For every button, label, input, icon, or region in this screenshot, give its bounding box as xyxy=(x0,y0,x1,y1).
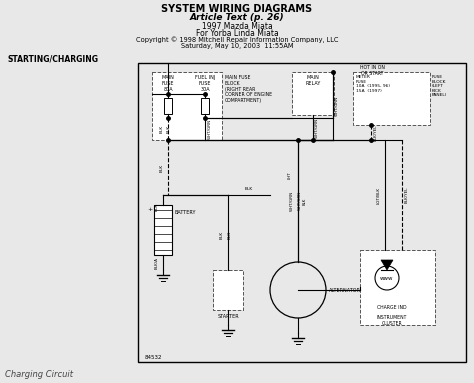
Text: WHT/GRN
BLK: WHT/GRN BLK xyxy=(298,192,306,211)
Bar xyxy=(154,205,172,255)
Text: STARTING/CHARGING: STARTING/CHARGING xyxy=(8,55,99,64)
Text: Copyright © 1998 Mitchell Repair Information Company, LLC: Copyright © 1998 Mitchell Repair Informa… xyxy=(136,36,338,43)
Text: Saturday, May 10, 2003  11:55AM: Saturday, May 10, 2003 11:55AM xyxy=(181,43,293,49)
Text: LHT: LHT xyxy=(288,171,292,179)
Text: WHT/GRN: WHT/GRN xyxy=(335,96,339,116)
Text: INSTRUMENT
CLUSTER: INSTRUMENT CLUSTER xyxy=(377,315,407,326)
Bar xyxy=(360,250,435,325)
Text: For Yorba Linda Miata: For Yorba Linda Miata xyxy=(196,29,278,38)
Bar xyxy=(353,72,430,125)
Text: Charging Circuit: Charging Circuit xyxy=(5,370,73,379)
Text: MAIN
RELAY: MAIN RELAY xyxy=(305,75,321,86)
Bar xyxy=(213,270,243,310)
Text: METER
FUSE
10A  (1995, 96)
15A  (1997): METER FUSE 10A (1995, 96) 15A (1997) xyxy=(356,75,390,93)
Polygon shape xyxy=(381,260,393,270)
Text: LGT/BLK: LGT/BLK xyxy=(377,187,381,203)
Bar xyxy=(138,63,466,362)
Text: 1997 Mazda Miata: 1997 Mazda Miata xyxy=(201,22,273,31)
Text: HOT IN ON
OR START: HOT IN ON OR START xyxy=(360,65,384,76)
Text: FUEL INJ
FUSE
30A: FUEL INJ FUSE 30A xyxy=(195,75,215,92)
Text: BLK: BLK xyxy=(160,125,164,133)
Text: SYSTEM WIRING DIAGRAMS: SYSTEM WIRING DIAGRAMS xyxy=(162,4,312,14)
Bar xyxy=(201,98,209,115)
Text: WHT/GRN: WHT/GRN xyxy=(290,191,294,211)
Text: BATTERY: BATTERY xyxy=(175,210,197,215)
Text: MAIN
FUSE
80A: MAIN FUSE 80A xyxy=(162,75,174,92)
Text: WHT/GRN: WHT/GRN xyxy=(315,118,319,138)
Text: +: + xyxy=(147,207,153,212)
Bar xyxy=(164,98,172,115)
Text: CHARGE IND: CHARGE IND xyxy=(377,305,407,310)
Text: BLK: BLK xyxy=(245,187,253,191)
Text: WHT/GRN: WHT/GRN xyxy=(208,119,212,139)
Text: BLK/YEL: BLK/YEL xyxy=(405,187,409,203)
Text: BLK: BLK xyxy=(155,203,159,211)
Text: BLK/A: BLK/A xyxy=(155,257,159,269)
Text: MAIN FUSE
BLOCK
(RIGHT REAR
CORNER OF ENGINE
COMPARTMENT): MAIN FUSE BLOCK (RIGHT REAR CORNER OF EN… xyxy=(225,75,272,103)
Text: BLK/YEL: BLK/YEL xyxy=(374,124,378,141)
Text: ALTERNATOR: ALTERNATOR xyxy=(329,288,361,293)
Text: BLK: BLK xyxy=(167,125,171,133)
Text: STARTER: STARTER xyxy=(217,314,239,319)
Text: Article Text (p. 26): Article Text (p. 26) xyxy=(190,13,284,22)
Bar xyxy=(152,72,222,140)
Text: www: www xyxy=(380,275,394,280)
Text: 84532: 84532 xyxy=(145,355,163,360)
Bar xyxy=(292,72,334,115)
Text: BLK: BLK xyxy=(160,164,164,172)
Text: BLK: BLK xyxy=(228,231,232,239)
Text: BLK: BLK xyxy=(220,231,224,239)
Text: FUSE
BLOCK
(LEFT
KICK
PANEL): FUSE BLOCK (LEFT KICK PANEL) xyxy=(432,75,447,97)
